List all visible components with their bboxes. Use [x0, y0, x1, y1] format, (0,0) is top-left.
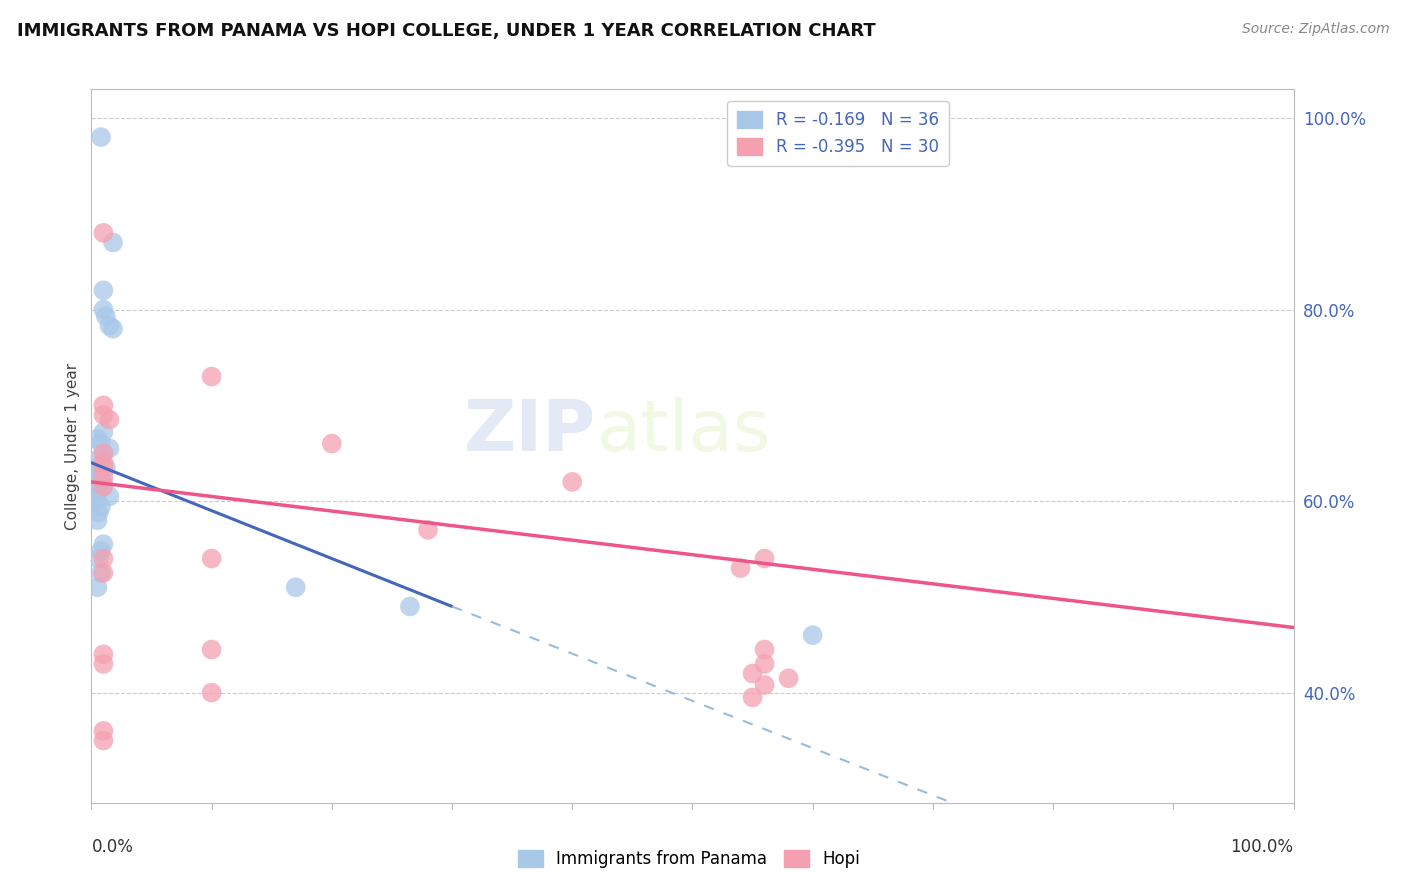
Text: 100.0%: 100.0%	[1230, 838, 1294, 855]
Point	[93, 480, 115, 494]
Point	[84, 467, 107, 482]
Point	[201, 642, 224, 657]
Point	[730, 561, 752, 575]
Point	[201, 551, 224, 566]
Point	[93, 476, 115, 491]
Point	[801, 628, 824, 642]
Point	[90, 436, 112, 450]
Point	[93, 425, 115, 439]
Point	[321, 436, 343, 450]
Point	[86, 453, 108, 467]
Point	[93, 226, 115, 240]
Point	[416, 523, 439, 537]
Point	[87, 484, 110, 499]
Point	[98, 412, 121, 426]
Text: Source: ZipAtlas.com: Source: ZipAtlas.com	[1241, 22, 1389, 37]
Point	[93, 398, 115, 412]
Point	[399, 599, 422, 614]
Point	[86, 494, 108, 508]
Point	[101, 235, 124, 250]
Point	[90, 500, 112, 514]
Point	[93, 648, 115, 662]
Point	[93, 408, 115, 422]
Point	[93, 446, 115, 460]
Point	[93, 537, 115, 551]
Point	[86, 580, 108, 594]
Point	[86, 432, 108, 446]
Text: ZIP: ZIP	[464, 397, 596, 467]
Point	[87, 506, 110, 520]
Point	[201, 686, 224, 700]
Point	[98, 442, 121, 456]
Point	[754, 678, 776, 692]
Text: atlas: atlas	[596, 397, 770, 467]
Point	[741, 666, 763, 681]
Point	[101, 321, 124, 335]
Point	[98, 489, 121, 503]
Point	[754, 642, 776, 657]
Point	[93, 284, 115, 298]
Point	[84, 480, 107, 494]
Point	[90, 566, 112, 580]
Point	[90, 473, 112, 487]
Point	[93, 723, 115, 738]
Point	[778, 671, 800, 685]
Point	[93, 657, 115, 671]
Point	[90, 458, 112, 472]
Point	[201, 369, 224, 384]
Point	[93, 470, 115, 484]
Y-axis label: College, Under 1 year: College, Under 1 year	[65, 362, 80, 530]
Point	[90, 544, 112, 558]
Point	[284, 580, 307, 594]
Point	[754, 657, 776, 671]
Point	[94, 460, 117, 475]
Point	[561, 475, 583, 489]
Legend: Immigrants from Panama, Hopi: Immigrants from Panama, Hopi	[512, 843, 866, 875]
Point	[90, 130, 112, 145]
Point	[93, 733, 115, 747]
Point	[86, 513, 108, 527]
Point	[87, 551, 110, 566]
Point	[93, 551, 115, 566]
Point	[98, 318, 121, 333]
Point	[93, 456, 115, 470]
Point	[93, 566, 115, 580]
Text: 0.0%: 0.0%	[91, 838, 134, 855]
Point	[84, 471, 107, 485]
Point	[754, 551, 776, 566]
Point	[94, 309, 117, 323]
Point	[93, 446, 115, 460]
Point	[741, 690, 763, 705]
Point	[87, 463, 110, 477]
Text: IMMIGRANTS FROM PANAMA VS HOPI COLLEGE, UNDER 1 YEAR CORRELATION CHART: IMMIGRANTS FROM PANAMA VS HOPI COLLEGE, …	[17, 22, 876, 40]
Point	[84, 486, 107, 500]
Point	[93, 302, 115, 317]
Point	[93, 460, 115, 475]
Legend: R = -0.169   N = 36, R = -0.395   N = 30: R = -0.169 N = 36, R = -0.395 N = 30	[727, 101, 949, 166]
